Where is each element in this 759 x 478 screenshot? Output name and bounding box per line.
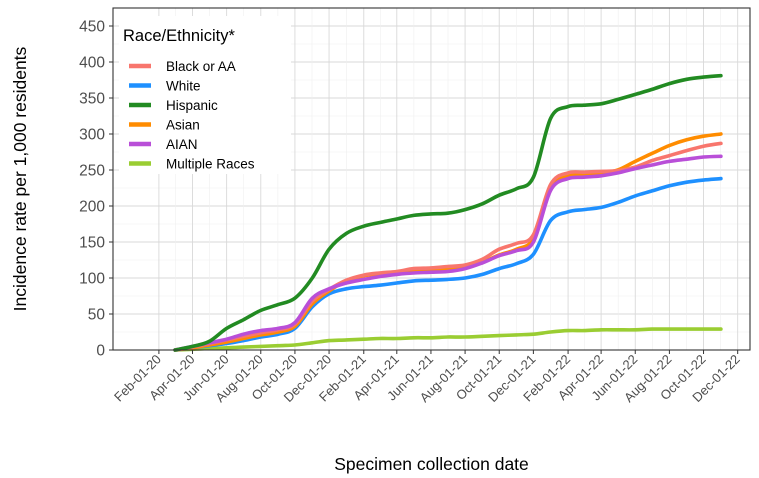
y-tick-label: 450 <box>79 19 105 36</box>
y-axis-title: Incidence rate per 1,000 residents <box>10 46 30 311</box>
legend-label-multiple-races: Multiple Races <box>166 157 255 172</box>
legend: Race/Ethnicity* Black or AA White Hispanic… <box>119 16 291 174</box>
y-tick-label: 100 <box>79 271 105 288</box>
series-line-multiple-races <box>173 327 723 352</box>
x-axis-title: Specimen collection date <box>334 454 529 474</box>
y-tick-label: 400 <box>79 55 105 72</box>
y-tick-label: 0 <box>96 343 105 360</box>
legend-label-black-or-aa: Black or AA <box>166 59 236 74</box>
y-tick-label: 250 <box>79 163 105 180</box>
series-lines <box>173 73 723 352</box>
legend-title: Race/Ethnicity* <box>123 27 235 45</box>
legend-label-white: White <box>166 79 201 94</box>
legend-label-hispanic: Hispanic <box>166 98 218 113</box>
series-line-white <box>173 176 723 352</box>
legend-background <box>119 16 291 174</box>
series-line-hispanic <box>173 73 723 352</box>
legend-label-asian: Asian <box>166 118 200 133</box>
series-line-asian <box>173 132 723 352</box>
y-tick-label: 300 <box>79 127 105 144</box>
y-tick-label: 200 <box>79 199 105 216</box>
y-tick-label: 50 <box>88 307 106 324</box>
legend-label-aian: AIAN <box>166 137 198 152</box>
y-tick-label: 350 <box>79 91 105 108</box>
series-line-aian <box>173 154 723 352</box>
panel-border <box>112 7 751 351</box>
y-tick-label: 150 <box>79 235 105 252</box>
y-axis: 0 50 100 150 200 250 300 350 400 450 <box>79 19 113 360</box>
